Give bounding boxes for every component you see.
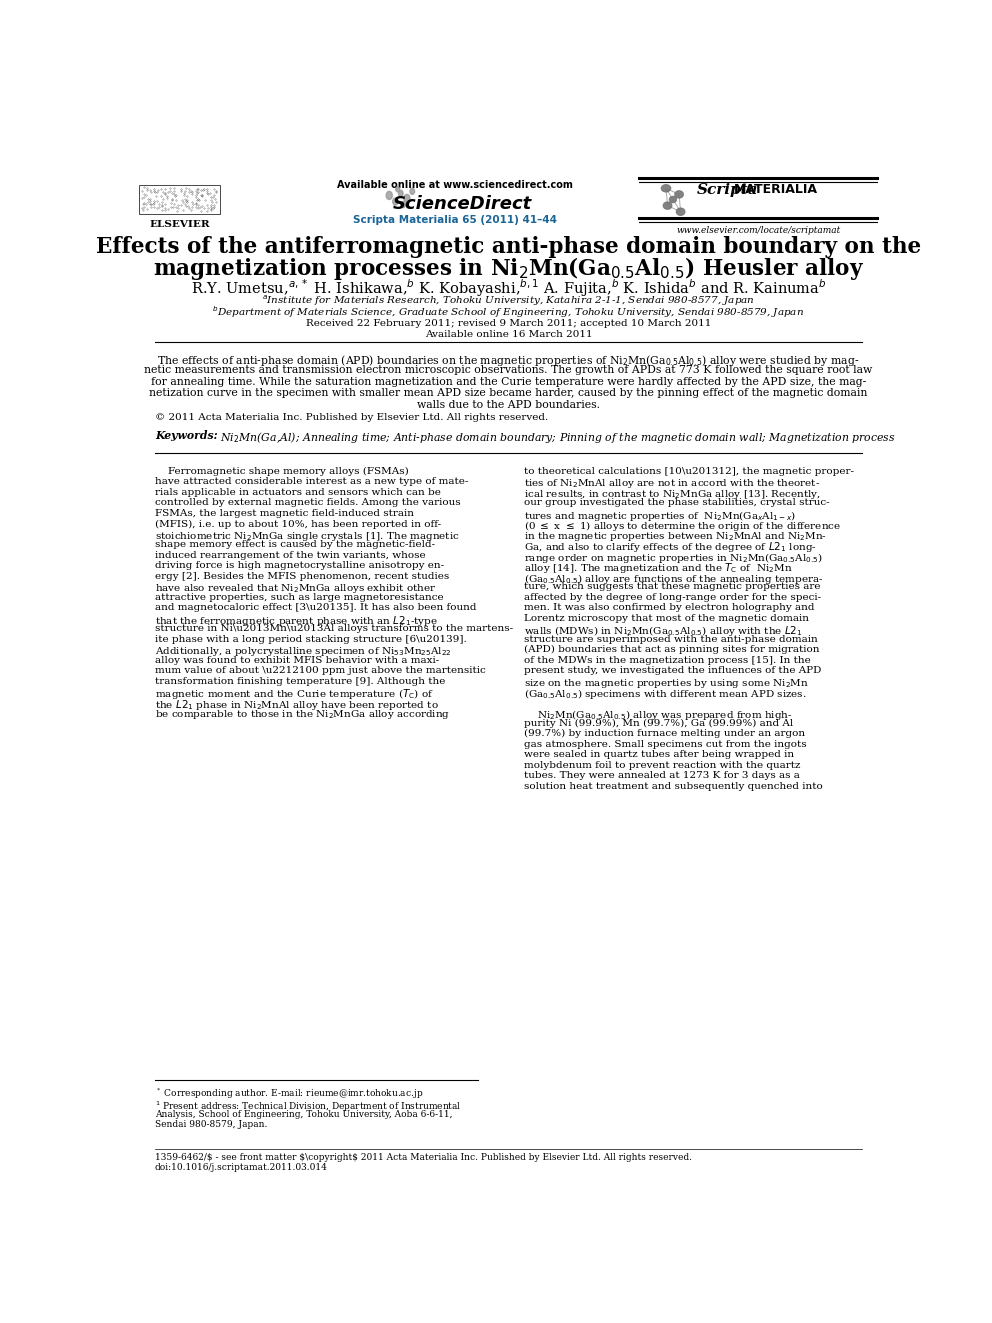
Text: www.elsevier.com/locate/scriptamat: www.elsevier.com/locate/scriptamat	[677, 226, 840, 235]
Text: Additionally, a polycrystalline specimen of Ni$_{53}$Mn$_{25}$Al$_{22}$: Additionally, a polycrystalline specimen…	[155, 646, 451, 659]
Text: molybdenum foil to prevent reaction with the quartz: molybdenum foil to prevent reaction with…	[524, 761, 801, 770]
Text: Scripta: Scripta	[696, 183, 758, 197]
Circle shape	[396, 187, 400, 192]
Text: driving force is high magnetocrystalline anisotropy en-: driving force is high magnetocrystalline…	[155, 561, 443, 570]
Text: Ferromagnetic shape memory alloys (FSMAs): Ferromagnetic shape memory alloys (FSMAs…	[155, 467, 409, 476]
Text: men. It was also confirmed by electron holography and: men. It was also confirmed by electron h…	[524, 603, 814, 613]
Text: Ni$_2$Mn(Ga,Al); Annealing time; Anti-phase domain boundary; Pinning of the magn: Ni$_2$Mn(Ga,Al); Annealing time; Anti-ph…	[220, 430, 896, 446]
Circle shape	[399, 191, 403, 196]
Text: present study, we investigated the influences of the APD: present study, we investigated the influ…	[524, 667, 821, 675]
Text: $^1$ Present address: Technical Division, Department of Instrumental: $^1$ Present address: Technical Division…	[155, 1099, 461, 1114]
Text: walls due to the APD boundaries.: walls due to the APD boundaries.	[417, 400, 600, 410]
Text: ture, which suggests that these magnetic properties are: ture, which suggests that these magnetic…	[524, 582, 820, 591]
Ellipse shape	[670, 196, 677, 202]
Text: range order on magnetic properties in Ni$_2$Mn(Ga$_{0.5}$Al$_{0.5}$): range order on magnetic properties in Ni…	[524, 550, 822, 565]
Text: alloy was found to exhibit MFIS behavior with a maxi-: alloy was found to exhibit MFIS behavior…	[155, 656, 439, 664]
Text: gas atmosphere. Small specimens cut from the ingots: gas atmosphere. Small specimens cut from…	[524, 740, 806, 749]
Text: © 2011 Acta Materialia Inc. Published by Elsevier Ltd. All rights reserved.: © 2011 Acta Materialia Inc. Published by…	[155, 413, 548, 422]
Text: Lorentz microscopy that most of the magnetic domain: Lorentz microscopy that most of the magn…	[524, 614, 808, 623]
Text: magnetization processes in Ni$_2$Mn(Ga$_{0.5}$Al$_{0.5}$) Heusler alloy: magnetization processes in Ni$_2$Mn(Ga$_…	[153, 254, 864, 282]
Text: $^a$Institute for Materials Research, Tohoku University, Katahira 2-1-1, Sendai : $^a$Institute for Materials Research, To…	[262, 294, 755, 308]
Text: (0 $\leq$ x $\leq$ 1) alloys to determine the origin of the difference: (0 $\leq$ x $\leq$ 1) alloys to determin…	[524, 520, 841, 533]
Text: The effects of anti-phase domain (APD) boundaries on the magnetic properties of : The effects of anti-phase domain (APD) b…	[158, 353, 859, 368]
Circle shape	[404, 194, 410, 202]
Text: of the MDWs in the magnetization process [15]. In the: of the MDWs in the magnetization process…	[524, 656, 810, 664]
Ellipse shape	[675, 191, 683, 198]
Text: purity Ni (99.9%), Mn (99.7%), Ga (99.99%) and Al: purity Ni (99.9%), Mn (99.7%), Ga (99.99…	[524, 718, 793, 728]
Text: attractive properties, such as large magnetoresistance: attractive properties, such as large mag…	[155, 593, 443, 602]
Text: magnetic moment and the Curie temperature ($T_\mathrm{C}$) of: magnetic moment and the Curie temperatur…	[155, 687, 434, 701]
Circle shape	[386, 192, 392, 200]
Text: netization curve in the specimen with smaller mean APD size became harder, cause: netization curve in the specimen with sm…	[149, 389, 868, 398]
Text: FSMAs, the largest magnetic field-induced strain: FSMAs, the largest magnetic field-induce…	[155, 509, 414, 517]
Text: be comparable to those in the Ni$_2$MnGa alloy according: be comparable to those in the Ni$_2$MnGa…	[155, 708, 450, 721]
Text: Sendai 980-8579, Japan.: Sendai 980-8579, Japan.	[155, 1121, 267, 1130]
Bar	[139, 185, 220, 214]
Text: our group investigated the phase stabilities, crystal struc-: our group investigated the phase stabili…	[524, 499, 829, 508]
Text: structure in Ni\u2013Mn\u2013Al alloys transforms to the martens-: structure in Ni\u2013Mn\u2013Al alloys t…	[155, 624, 513, 634]
Text: Effects of the antiferromagnetic anti-phase domain boundary on the: Effects of the antiferromagnetic anti-ph…	[96, 237, 921, 258]
Circle shape	[410, 188, 415, 194]
Text: transformation finishing temperature [9]. Although the: transformation finishing temperature [9]…	[155, 677, 445, 685]
Text: Scripta Materialia 65 (2011) 41–44: Scripta Materialia 65 (2011) 41–44	[352, 214, 557, 225]
Text: ergy [2]. Besides the MFIS phenomenon, recent studies: ergy [2]. Besides the MFIS phenomenon, r…	[155, 572, 449, 581]
Text: ties of Ni$_2$MnAl alloy are not in accord with the theoret-: ties of Ni$_2$MnAl alloy are not in acco…	[524, 478, 820, 491]
Text: Available online at www.sciencedirect.com: Available online at www.sciencedirect.co…	[336, 180, 572, 191]
Text: ScienceDirect: ScienceDirect	[393, 196, 532, 213]
Ellipse shape	[677, 208, 684, 216]
Text: affected by the degree of long-range order for the speci-: affected by the degree of long-range ord…	[524, 593, 821, 602]
Text: ELSEVIER: ELSEVIER	[149, 220, 209, 229]
Text: (Ga$_{0.5}$Al$_{0.5}$) specimens with different mean APD sizes.: (Ga$_{0.5}$Al$_{0.5}$) specimens with di…	[524, 687, 806, 701]
Text: have also revealed that Ni$_2$MnGa alloys exhibit other: have also revealed that Ni$_2$MnGa alloy…	[155, 582, 436, 595]
Text: have attracted considerable interest as a new type of mate-: have attracted considerable interest as …	[155, 478, 468, 487]
Text: Analysis, School of Engineering, Tohoku University, Aoba 6-6-11,: Analysis, School of Engineering, Tohoku …	[155, 1110, 452, 1119]
Text: (APD) boundaries that act as pinning sites for migration: (APD) boundaries that act as pinning sit…	[524, 646, 819, 655]
Text: for annealing time. While the saturation magnetization and the Curie temperature: for annealing time. While the saturation…	[151, 377, 866, 386]
Ellipse shape	[664, 202, 672, 209]
Text: were sealed in quartz tubes after being wrapped in: were sealed in quartz tubes after being …	[524, 750, 794, 759]
Text: tubes. They were annealed at 1273 K for 3 days as a: tubes. They were annealed at 1273 K for …	[524, 771, 800, 781]
Text: to theoretical calculations [10\u201312], the magnetic proper-: to theoretical calculations [10\u201312]…	[524, 467, 854, 476]
Text: stoichiometric Ni$_2$MnGa single crystals [1]. The magnetic: stoichiometric Ni$_2$MnGa single crystal…	[155, 531, 459, 542]
Text: $^b$Department of Materials Science, Graduate School of Engineering, Tohoku Univ: $^b$Department of Materials Science, Gra…	[212, 304, 805, 320]
Text: 1359-6462/$ - see front matter $\copyright$ 2011 Acta Materialia Inc. Published : 1359-6462/$ - see front matter $\copyrig…	[155, 1154, 691, 1162]
Text: in the magnetic properties between Ni$_2$MnAl and Ni$_2$Mn-: in the magnetic properties between Ni$_2…	[524, 531, 826, 542]
Text: (MFIS), i.e. up to about 10%, has been reported in off-: (MFIS), i.e. up to about 10%, has been r…	[155, 520, 440, 528]
Text: mum value of about \u2212100 ppm just above the martensitic: mum value of about \u2212100 ppm just ab…	[155, 667, 485, 675]
Text: Ni$_2$Mn(Ga$_{0.5}$Al$_{0.5}$) alloy was prepared from high-: Ni$_2$Mn(Ga$_{0.5}$Al$_{0.5}$) alloy was…	[524, 708, 793, 722]
Text: shape memory effect is caused by the magnetic-field-: shape memory effect is caused by the mag…	[155, 540, 434, 549]
Text: structure are superimposed with the anti-phase domain: structure are superimposed with the anti…	[524, 635, 817, 644]
Text: controlled by external magnetic fields. Among the various: controlled by external magnetic fields. …	[155, 499, 460, 508]
Text: MATERIALIA: MATERIALIA	[734, 183, 817, 196]
Text: the $L2_1$ phase in Ni$_2$MnAl alloy have been reported to: the $L2_1$ phase in Ni$_2$MnAl alloy hav…	[155, 697, 438, 712]
Text: tures and magnetic properties of  Ni$_2$Mn(Ga$_x$Al$_{1-x}$): tures and magnetic properties of Ni$_2$M…	[524, 509, 797, 523]
Text: that the ferromagnetic parent phase with an $L2_1$-type: that the ferromagnetic parent phase with…	[155, 614, 437, 628]
Text: alloy [14]. The magnetization and the $T_\mathrm{C}$ of  Ni$_2$Mn: alloy [14]. The magnetization and the $T…	[524, 561, 793, 576]
Circle shape	[401, 201, 406, 208]
Text: ite phase with a long period stacking structure [6\u20139].: ite phase with a long period stacking st…	[155, 635, 466, 644]
Text: rials applicable in actuators and sensors which can be: rials applicable in actuators and sensor…	[155, 488, 440, 497]
Text: (99.7%) by induction furnace melting under an argon: (99.7%) by induction furnace melting und…	[524, 729, 805, 738]
Text: ical results, in contrast to Ni$_2$MnGa alloy [13]. Recently,: ical results, in contrast to Ni$_2$MnGa …	[524, 488, 820, 501]
Text: walls (MDWs) in Ni$_2$Mn(Ga$_{0.5}$Al$_{0.5}$) alloy with the $L2_1$: walls (MDWs) in Ni$_2$Mn(Ga$_{0.5}$Al$_{…	[524, 624, 803, 638]
Text: netic measurements and transmission electron microscopic observations. The growt: netic measurements and transmission elec…	[144, 365, 873, 374]
Text: solution heat treatment and subsequently quenched into: solution heat treatment and subsequently…	[524, 782, 822, 791]
Text: (Ga$_{0.5}$Al$_{0.5}$) alloy are functions of the annealing tempera-: (Ga$_{0.5}$Al$_{0.5}$) alloy are functio…	[524, 572, 823, 586]
Text: induced rearrangement of the twin variants, whose: induced rearrangement of the twin varian…	[155, 550, 426, 560]
Text: Ga, and also to clarify effects of the degree of $L2_1$ long-: Ga, and also to clarify effects of the d…	[524, 540, 816, 554]
Text: Available online 16 March 2011: Available online 16 March 2011	[425, 329, 592, 339]
Ellipse shape	[662, 185, 671, 192]
Text: $^*$ Corresponding author. E-mail: rieume@imr.tohoku.ac.jp: $^*$ Corresponding author. E-mail: rieum…	[155, 1086, 423, 1101]
Text: doi:10.1016/j.scriptamat.2011.03.014: doi:10.1016/j.scriptamat.2011.03.014	[155, 1163, 327, 1172]
Text: and magnetocaloric effect [3\u20135]. It has also been found: and magnetocaloric effect [3\u20135]. It…	[155, 603, 476, 613]
Text: size on the magnetic properties by using some Ni$_2$Mn: size on the magnetic properties by using…	[524, 677, 808, 689]
Text: Keywords:: Keywords:	[155, 430, 217, 442]
Circle shape	[393, 198, 398, 205]
Text: Received 22 February 2011; revised 9 March 2011; accepted 10 March 2011: Received 22 February 2011; revised 9 Mar…	[306, 319, 711, 328]
Text: R.Y. Umetsu,$^{a,*}$ H. Ishikawa,$^b$ K. Kobayashi,$^{b,1}$ A. Fujita,$^b$ K. Is: R.Y. Umetsu,$^{a,*}$ H. Ishikawa,$^b$ K.…	[190, 277, 826, 299]
